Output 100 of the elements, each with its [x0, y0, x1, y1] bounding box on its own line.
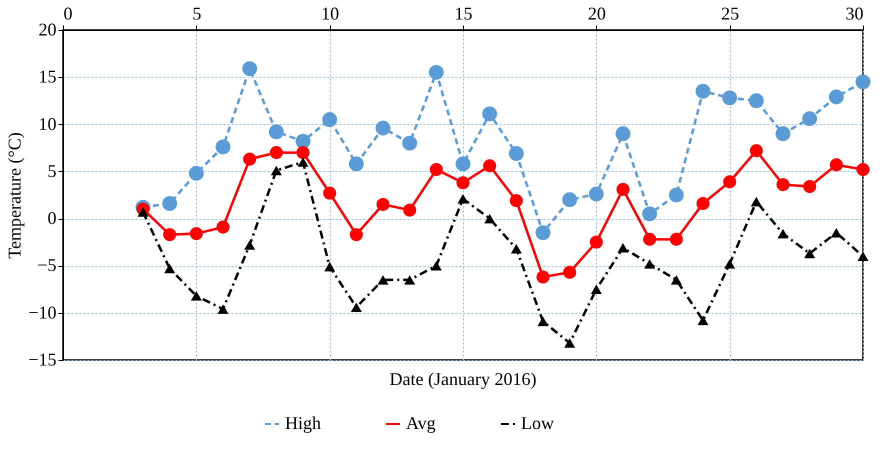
legend-label: Low	[521, 413, 554, 433]
x-axis-title: Date (January 2016)	[390, 369, 536, 389]
point	[190, 291, 202, 301]
point	[830, 228, 842, 238]
y-tick-label: −10	[28, 302, 56, 322]
point	[564, 338, 576, 348]
point	[538, 316, 548, 326]
point	[458, 194, 468, 204]
point	[778, 228, 788, 238]
point	[750, 196, 762, 206]
point	[562, 192, 578, 208]
point	[724, 259, 736, 269]
point	[776, 126, 790, 142]
point	[483, 159, 496, 172]
point	[376, 120, 390, 136]
point	[242, 61, 258, 76]
legend-label: Avg	[406, 413, 436, 433]
point	[216, 140, 230, 154]
point	[643, 232, 656, 246]
point	[456, 156, 470, 172]
point	[162, 196, 178, 211]
point	[722, 90, 738, 106]
point	[803, 180, 816, 194]
point	[190, 227, 203, 240]
point	[376, 198, 390, 211]
point	[858, 252, 868, 262]
point	[563, 266, 576, 279]
point	[590, 284, 602, 294]
point	[510, 194, 523, 208]
point	[856, 163, 870, 176]
point	[536, 225, 550, 240]
point	[324, 262, 336, 272]
point	[484, 214, 496, 224]
point	[804, 248, 816, 258]
point	[670, 275, 682, 285]
point	[404, 275, 416, 285]
point	[296, 134, 310, 149]
point	[508, 146, 524, 161]
point	[138, 207, 148, 217]
point	[696, 84, 710, 99]
point	[348, 156, 364, 172]
x-tick-label: 0	[64, 4, 72, 24]
point	[830, 158, 843, 172]
point	[430, 163, 443, 176]
point	[430, 260, 442, 270]
point	[350, 228, 363, 242]
x-tick-label: 20	[588, 4, 606, 24]
point	[296, 146, 310, 160]
y-tick-label: −5	[37, 255, 56, 276]
point	[698, 316, 708, 326]
point	[163, 228, 176, 242]
point	[590, 236, 603, 249]
point	[670, 232, 683, 246]
point	[668, 188, 684, 202]
x-tick-label: 30	[846, 4, 864, 24]
point	[188, 166, 204, 181]
y-tick-label: 15	[38, 66, 56, 87]
point	[588, 186, 604, 202]
point	[510, 244, 522, 254]
point	[776, 178, 790, 192]
point	[322, 112, 338, 127]
x-tick-label: 10	[321, 4, 340, 24]
point	[616, 126, 630, 142]
point	[268, 124, 284, 140]
x-tick-label: 5	[192, 4, 202, 24]
point	[748, 93, 764, 108]
point	[723, 175, 736, 188]
y-axis-title: Temperature (°C)	[4, 132, 24, 259]
point	[856, 74, 870, 90]
point	[403, 204, 416, 217]
point	[616, 182, 630, 196]
point	[243, 152, 256, 166]
point	[244, 240, 256, 250]
point	[323, 186, 336, 200]
point	[270, 166, 282, 176]
point	[216, 220, 230, 234]
point	[642, 206, 658, 222]
point	[218, 304, 228, 314]
point	[644, 259, 656, 269]
point	[456, 176, 470, 190]
point	[378, 275, 388, 285]
point	[802, 111, 818, 126]
point	[428, 65, 444, 80]
legend-label: High	[285, 413, 321, 433]
point	[750, 144, 763, 158]
x-tick-label: 15	[454, 4, 472, 24]
point	[696, 196, 710, 210]
y-tick-label: −15	[28, 350, 56, 370]
point	[298, 157, 308, 167]
x-tick-label: 25	[721, 4, 740, 24]
point	[618, 243, 628, 253]
point	[164, 264, 176, 274]
point	[482, 106, 498, 122]
y-tick-label: 0	[48, 208, 56, 228]
point	[270, 146, 283, 160]
point	[536, 270, 550, 284]
point	[350, 302, 362, 312]
point	[828, 90, 844, 104]
y-tick-label: 20	[38, 20, 56, 40]
point	[402, 136, 418, 151]
